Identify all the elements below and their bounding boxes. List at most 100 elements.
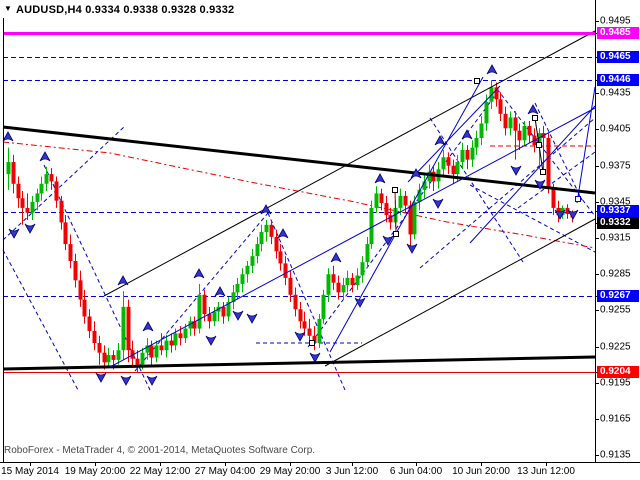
horizontal-levels[interactable] [3,32,595,373]
candle [68,244,73,261]
candle [183,328,188,339]
candle [164,340,169,351]
candle [412,201,417,235]
fractal-down-icon [554,209,566,220]
fractal-down-icon [95,372,107,383]
candle [470,147,475,160]
fractal-down-icon [120,375,132,386]
trendline-descending-major[interactable] [2,125,596,195]
candle [82,299,87,317]
uptrend-blue-long[interactable] [109,107,596,368]
candle [39,183,44,194]
chart-dropdown-icon[interactable]: ▼ [4,4,12,13]
fractal-arrows [2,64,579,386]
candle [202,294,207,315]
candle [355,275,360,286]
candle [274,236,279,252]
time-axis-label: 6 Jun 04:00 [389,466,443,477]
fractal-up-icon [2,131,14,142]
candle [278,251,283,264]
selection-handle[interactable] [575,196,581,202]
candle [159,345,164,351]
candle [116,350,121,360]
candle [537,133,542,146]
candle [102,352,107,363]
trendline-ascending-long[interactable] [103,30,596,297]
time-axis-label: 27 May 04:00 [194,466,256,477]
candle [197,294,202,329]
selection-handle[interactable] [532,115,538,121]
candle [498,99,503,114]
fractal-down-icon [8,228,20,239]
uptrend-blue-steep[interactable] [329,76,484,353]
candle [369,207,374,245]
time-axis-label: 13 Jun 12:00 [517,466,575,477]
candle [446,157,451,166]
candle [508,117,513,129]
candle [54,181,59,201]
trendline-ascending-right[interactable] [324,218,596,367]
selection-handle[interactable] [393,231,399,237]
candle [431,171,436,182]
candle [255,244,260,257]
uptrend-blue-edge[interactable] [576,86,596,204]
candle [336,282,341,293]
candle [78,280,83,300]
price-axis-label: 0.9405 [600,123,631,135]
candle [25,207,30,213]
price-axis-label: 0.9135 [600,449,631,461]
candle [264,224,269,233]
candle [365,244,370,263]
time-axis-label: 22 May 12:00 [129,466,191,477]
price-axis-badge: 0.9485 [597,27,639,39]
candle [231,292,236,302]
uptrend-blue-right[interactable] [469,105,596,244]
selection-handle[interactable] [309,340,315,346]
selection-handle[interactable] [474,78,480,84]
candle [49,174,54,182]
candle [283,263,288,278]
candle [474,137,479,148]
fractal-up-icon [193,268,205,279]
red-dashed-lines[interactable] [2,141,596,249]
price-axis-label: 0.9285 [600,268,631,280]
candle [546,137,551,189]
selected-objects[interactable] [309,78,581,346]
candle [235,283,240,293]
price-axis-label: 0.9255 [600,304,631,316]
fractal-down-icon [534,179,546,190]
price-axis-label: 0.9495 [600,15,631,27]
candle [350,277,355,286]
candle [517,130,522,141]
price-axis-badge: 0.9204 [597,366,639,378]
candle [479,123,484,138]
support-horizontal-major[interactable] [2,355,596,371]
fractal-down-icon [354,297,366,308]
fractal-down-icon [406,243,418,254]
candle [245,265,250,275]
candle [240,274,245,284]
dashed-lines-layer[interactable] [2,57,596,391]
candle [321,294,326,319]
fractal-down-icon [510,165,522,176]
time-axis-label: 19 May 20:00 [64,466,126,477]
time-axis-label: 29 May 20:00 [259,466,321,477]
selection-handle[interactable] [392,187,398,193]
candle [417,189,422,202]
candle [97,343,102,353]
selection-handle[interactable] [540,169,546,175]
candle [250,256,255,266]
fractal-up-icon [260,204,272,215]
uptrend-blue-mid[interactable] [407,85,501,183]
trend-lines[interactable] [2,30,596,371]
candle [307,328,312,336]
candle [455,162,460,175]
selection-handle[interactable] [536,142,542,148]
fractal-down-icon [567,209,579,220]
candle [59,200,64,223]
candle [188,321,193,329]
price-axis-label: 0.9435 [600,87,631,99]
candle [226,301,231,317]
fractal-down-icon [294,331,306,342]
